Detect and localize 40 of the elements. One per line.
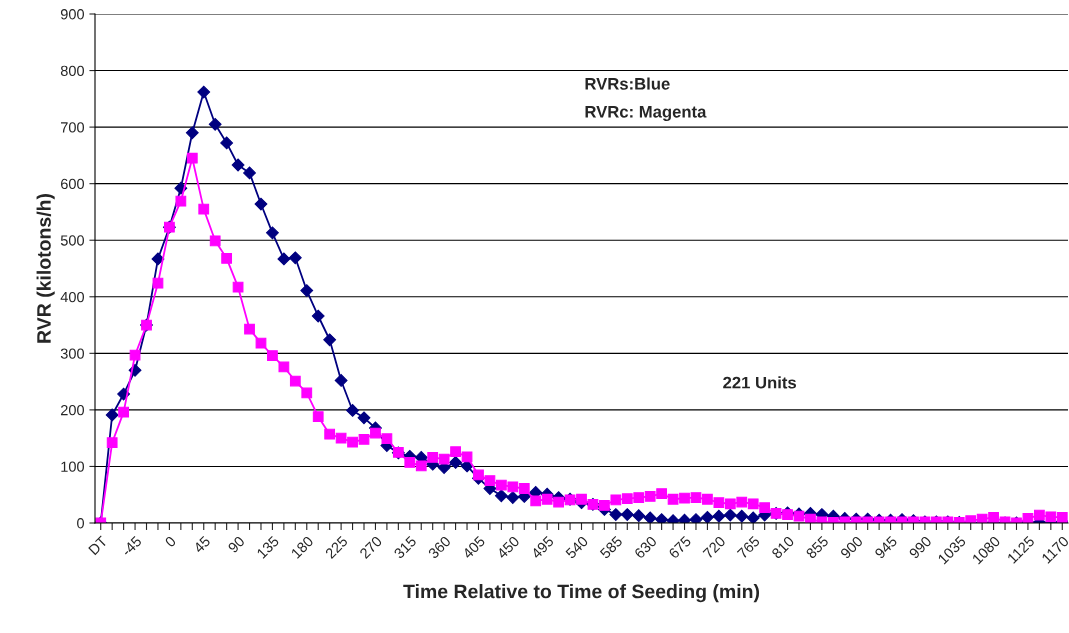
x-tick-label: 720	[702, 535, 727, 560]
x-tick-label: 360	[427, 535, 452, 560]
x-tick-label: 450	[496, 535, 520, 560]
x-tick-label: 135	[256, 535, 280, 559]
x-tick-label: 900	[839, 535, 864, 560]
x-tick-label: 810	[771, 535, 795, 560]
y-tick-label: 600	[60, 178, 85, 190]
x-tick-label: 315	[393, 535, 417, 560]
x-tick-label: 540	[564, 535, 589, 560]
x-tick-label: 0	[164, 535, 177, 548]
x-tick-label: 945	[874, 535, 898, 560]
x-tick-label: 990	[908, 535, 933, 560]
x-tick-label: 180	[290, 535, 314, 559]
x-tick-label: 675	[668, 535, 692, 560]
y-tick-label: 200	[60, 404, 85, 416]
x-axis-title: Time Relative to Time of Seeding (min)	[403, 584, 760, 603]
x-tick-label: DT	[88, 535, 108, 556]
x-tick-label: 495	[530, 535, 555, 560]
annotation: 221 Units	[723, 376, 797, 389]
x-tick-label: 765	[736, 535, 761, 560]
y-tick-label: 100	[61, 461, 85, 472]
annotation: RVRc: Magenta	[585, 106, 707, 122]
x-tick-label: 45	[192, 535, 211, 554]
x-tick-label: 855	[805, 535, 830, 560]
y-tick-label: 700	[61, 122, 85, 133]
y-tick-label: 0	[77, 518, 85, 529]
y-tick-label: 300	[60, 348, 85, 359]
x-tick-label: 225	[324, 535, 349, 560]
x-tick-label: 270	[359, 535, 383, 560]
y-axis-title: RVR (kilotons/h)	[36, 194, 55, 343]
y-tick-label: 400	[60, 291, 85, 303]
x-tick-label: 405	[461, 535, 486, 560]
x-tick-label: -45	[121, 535, 143, 557]
y-tick-label: 500	[60, 235, 85, 246]
y-tick-label: 900	[60, 9, 85, 20]
y-tick-label: 800	[60, 65, 85, 76]
annotation: RVRs:Blue	[585, 77, 670, 90]
x-tick-label: 585	[599, 535, 623, 560]
x-tick-label: 90	[227, 535, 246, 554]
x-tick-label: 630	[633, 535, 658, 560]
